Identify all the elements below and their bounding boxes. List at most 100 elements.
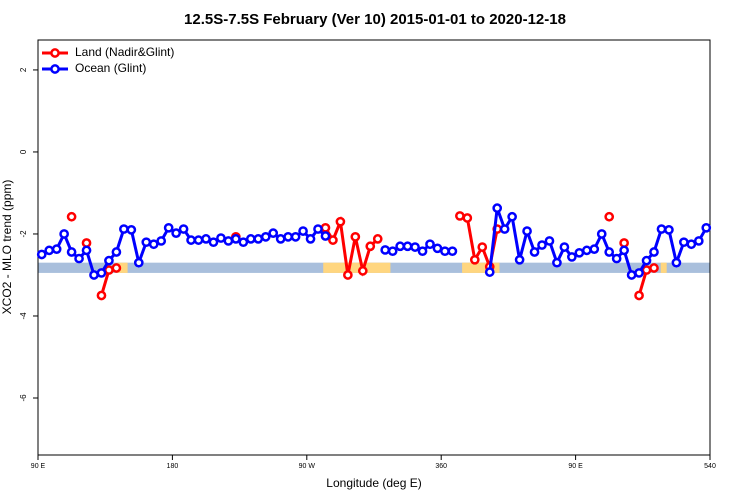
- point: [59, 229, 69, 239]
- y-axis-label: XCO2 - MLO trend (ppm): [0, 180, 14, 315]
- point: [380, 245, 391, 255]
- point: [649, 263, 659, 273]
- point: [51, 244, 62, 254]
- point: [328, 235, 338, 245]
- point: [343, 270, 353, 280]
- point: [656, 224, 667, 234]
- point: [634, 290, 644, 301]
- point: [156, 236, 167, 246]
- point: [559, 242, 570, 252]
- point: [417, 246, 428, 257]
- point: [111, 263, 122, 273]
- point: [507, 211, 517, 222]
- point: [313, 224, 323, 234]
- point: [186, 235, 196, 245]
- point: [320, 231, 331, 241]
- point: [96, 290, 107, 301]
- x-tick-label: 90 W: [299, 463, 316, 470]
- point: [499, 224, 510, 234]
- point: [283, 231, 293, 242]
- x-tick-label: 180: [167, 463, 179, 470]
- point: [440, 246, 450, 257]
- point: [619, 238, 629, 248]
- point: [335, 216, 346, 227]
- legend-marker: [50, 64, 60, 74]
- point: [223, 236, 234, 246]
- point: [126, 225, 137, 235]
- highlight: [462, 262, 500, 273]
- point: [290, 231, 301, 242]
- point: [589, 244, 600, 254]
- point: [89, 270, 99, 280]
- point: [671, 257, 682, 268]
- point: [611, 253, 622, 264]
- point: [477, 242, 488, 252]
- point: [447, 246, 458, 257]
- point: [238, 237, 249, 248]
- highlight: [323, 262, 391, 273]
- legend-label: Land (Nadir&Glint): [75, 45, 174, 59]
- point: [66, 211, 77, 222]
- point: [664, 225, 674, 235]
- point: [141, 237, 152, 248]
- highlight: [660, 262, 667, 273]
- point: [268, 228, 279, 238]
- point: [44, 245, 55, 256]
- point: [36, 249, 47, 260]
- point: [320, 222, 331, 233]
- y-tick-label: -4: [19, 312, 28, 320]
- point: [574, 247, 585, 258]
- point: [133, 257, 144, 268]
- point: [395, 241, 405, 252]
- point: [111, 247, 122, 257]
- point: [537, 240, 547, 250]
- point: [581, 245, 592, 256]
- point: [253, 234, 264, 244]
- x-tick-label: 90 E: [568, 463, 583, 470]
- x-tick-label: 540: [704, 463, 716, 470]
- point: [544, 236, 555, 246]
- point: [74, 253, 84, 264]
- point: [596, 229, 607, 239]
- point: [693, 236, 704, 246]
- point: [178, 224, 189, 234]
- point: [634, 268, 644, 278]
- y-tick-label: 2: [19, 67, 28, 72]
- point: [649, 247, 659, 257]
- point: [686, 239, 697, 250]
- legend-label: Ocean (Glint): [75, 61, 146, 75]
- x-tick-label: 360: [435, 463, 447, 470]
- point: [432, 243, 443, 254]
- point: [552, 257, 562, 268]
- point: [679, 237, 689, 248]
- point: [484, 267, 495, 277]
- point: [298, 226, 308, 236]
- point: [305, 234, 316, 244]
- point: [492, 203, 503, 213]
- point: [81, 238, 92, 248]
- chart-title: 12.5S-7.5S February (Ver 10) 2015-01-01 …: [184, 11, 566, 28]
- point: [469, 254, 480, 265]
- point: [514, 254, 525, 265]
- point: [372, 234, 383, 244]
- point: [402, 241, 413, 252]
- point: [604, 247, 615, 257]
- point: [245, 234, 256, 244]
- point: [387, 246, 398, 257]
- point: [260, 231, 271, 242]
- point: [522, 226, 532, 236]
- y-tick-label: -2: [19, 230, 28, 238]
- y-tick-label: -6: [19, 394, 28, 402]
- point: [357, 266, 368, 276]
- x-axis-label: Longitude (deg E): [326, 476, 421, 490]
- point: [208, 237, 219, 248]
- point: [119, 224, 129, 234]
- point: [701, 222, 712, 233]
- point: [231, 234, 241, 244]
- point: [193, 235, 204, 245]
- point: [455, 211, 465, 221]
- point: [81, 245, 92, 256]
- legend-marker: [50, 48, 60, 58]
- point: [171, 228, 181, 238]
- point: [641, 255, 652, 266]
